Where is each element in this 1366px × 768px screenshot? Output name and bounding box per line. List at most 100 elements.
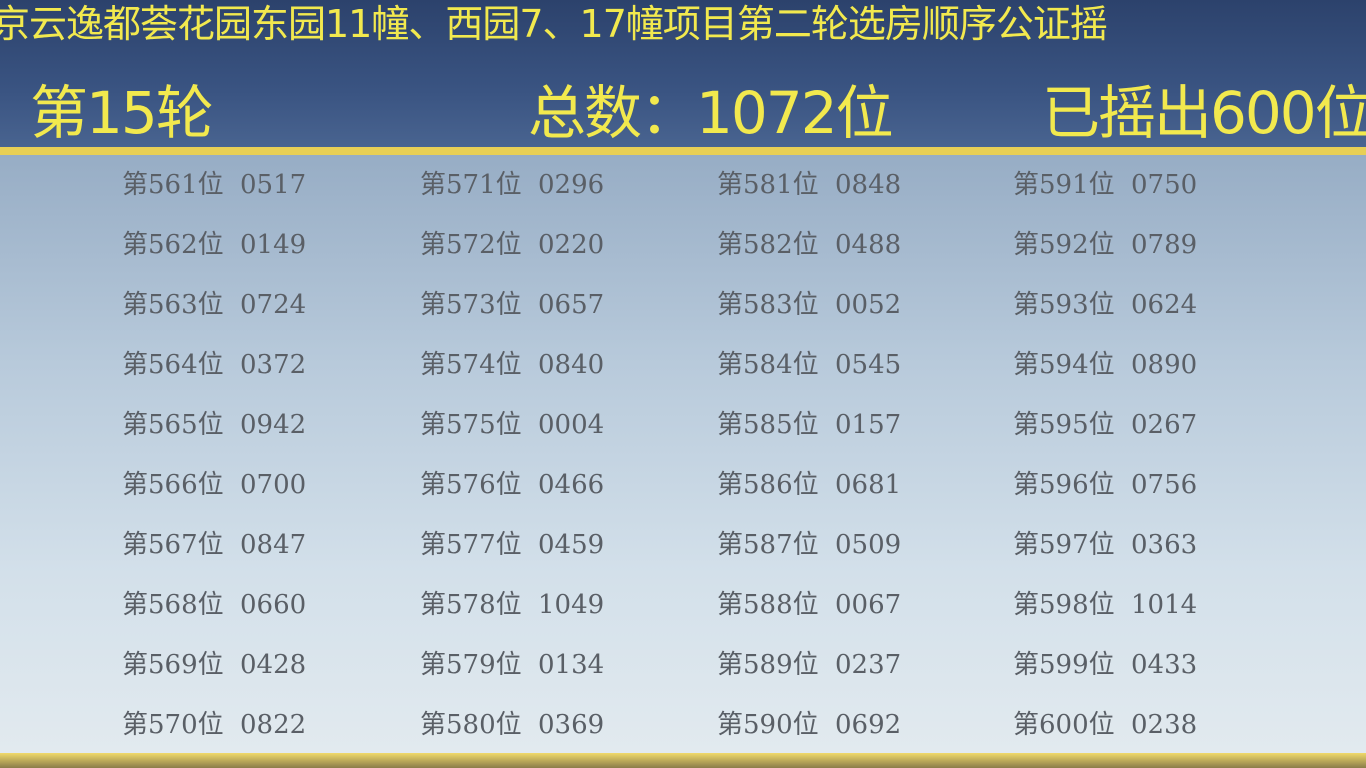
result-entry: 第565位 0942 — [122, 405, 306, 465]
applicant-code: 0459 — [538, 530, 605, 560]
applicant-code: 0466 — [538, 470, 605, 500]
applicant-code: 0660 — [240, 590, 307, 620]
applicant-code: 0372 — [240, 350, 307, 380]
draw-rank: 第583位 — [717, 290, 819, 320]
result-entry: 第574位 0840 — [420, 345, 604, 405]
draw-rank: 第577位 — [420, 530, 522, 560]
result-entry: 第600位 0238 — [1013, 705, 1197, 765]
draw-rank: 第579位 — [420, 650, 522, 680]
applicant-code: 0756 — [1131, 470, 1198, 500]
header-divider — [0, 147, 1366, 155]
result-entry: 第593位 0624 — [1013, 285, 1197, 345]
draw-rank: 第597位 — [1013, 530, 1115, 560]
result-entry: 第585位 0157 — [717, 405, 901, 465]
result-entry: 第598位 1014 — [1013, 585, 1197, 645]
draw-rank: 第566位 — [122, 470, 224, 500]
draw-rank: 第572位 — [420, 230, 522, 260]
results-column: 第561位 0517 第562位 0149 第563位 0724 第564位 0372 第565… — [122, 165, 306, 765]
result-entry: 第567位 0847 — [122, 525, 306, 585]
draw-rank: 第573位 — [420, 290, 522, 320]
draw-rank: 第584位 — [717, 350, 819, 380]
result-entry: 第592位 0789 — [1013, 225, 1197, 285]
result-entry: 第571位 0296 — [420, 165, 604, 225]
result-entry: 第575位 0004 — [420, 405, 604, 465]
footer-divider — [0, 753, 1366, 768]
applicant-code: 0750 — [1131, 170, 1198, 200]
result-entry: 第595位 0267 — [1013, 405, 1197, 465]
draw-rank: 第594位 — [1013, 350, 1115, 380]
draw-rank: 第592位 — [1013, 230, 1115, 260]
applicant-code: 0692 — [835, 710, 902, 740]
result-entry: 第587位 0509 — [717, 525, 901, 585]
draw-rank: 第593位 — [1013, 290, 1115, 320]
applicant-code: 1049 — [538, 590, 605, 620]
result-entry: 第578位 1049 — [420, 585, 604, 645]
results-column: 第581位 0848 第582位 0488 第583位 0052 第584位 0545 第585… — [717, 165, 901, 765]
results-column: 第591位 0750 第592位 0789 第593位 0624 第594位 0890 第595… — [1013, 165, 1197, 765]
draw-rank: 第563位 — [122, 290, 224, 320]
draw-rank: 第600位 — [1013, 710, 1115, 740]
applicant-code: 0428 — [240, 650, 307, 680]
results-panel — [0, 155, 1366, 753]
applicant-code: 0067 — [835, 590, 902, 620]
result-entry: 第570位 0822 — [122, 705, 306, 765]
result-entry: 第573位 0657 — [420, 285, 604, 345]
applicant-code: 1014 — [1131, 590, 1198, 620]
draw-rank: 第586位 — [717, 470, 819, 500]
result-entry: 第583位 0052 — [717, 285, 901, 345]
draw-rank: 第569位 — [122, 650, 224, 680]
applicant-code: 0369 — [538, 710, 605, 740]
result-entry: 第568位 0660 — [122, 585, 306, 645]
applicant-code: 0517 — [240, 170, 307, 200]
applicant-code: 0237 — [835, 650, 902, 680]
result-entry: 第599位 0433 — [1013, 645, 1197, 705]
round-label: 第15轮 — [30, 79, 214, 147]
applicant-code: 0004 — [538, 410, 605, 440]
applicant-code: 0296 — [538, 170, 605, 200]
draw-rank: 第575位 — [420, 410, 522, 440]
header-bar: 京云逸都荟花园东园11幢、西园7、17幢项目第二轮选房顺序公证摇 第15轮 总数… — [0, 0, 1366, 152]
applicant-code: 0700 — [240, 470, 307, 500]
result-entry: 第586位 0681 — [717, 465, 901, 525]
applicant-code: 0847 — [240, 530, 307, 560]
result-entry: 第584位 0545 — [717, 345, 901, 405]
applicant-code: 0545 — [835, 350, 902, 380]
draw-rank: 第564位 — [122, 350, 224, 380]
result-entry: 第580位 0369 — [420, 705, 604, 765]
result-entry: 第597位 0363 — [1013, 525, 1197, 585]
applicant-code: 0052 — [835, 290, 902, 320]
draw-rank: 第589位 — [717, 650, 819, 680]
draw-rank: 第581位 — [717, 170, 819, 200]
applicant-code: 0149 — [240, 230, 307, 260]
result-entry: 第564位 0372 — [122, 345, 306, 405]
draw-rank: 第590位 — [717, 710, 819, 740]
draw-rank: 第587位 — [717, 530, 819, 560]
result-entry: 第581位 0848 — [717, 165, 901, 225]
applicant-code: 0789 — [1131, 230, 1198, 260]
applicant-code: 0822 — [240, 710, 307, 740]
result-entry: 第569位 0428 — [122, 645, 306, 705]
applicant-code: 0624 — [1131, 290, 1198, 320]
draw-rank: 第561位 — [122, 170, 224, 200]
draw-rank: 第598位 — [1013, 590, 1115, 620]
draw-rank: 第574位 — [420, 350, 522, 380]
result-entry: 第572位 0220 — [420, 225, 604, 285]
applicant-code: 0267 — [1131, 410, 1198, 440]
applicant-code: 0681 — [835, 470, 902, 500]
draw-rank: 第570位 — [122, 710, 224, 740]
applicant-code: 0890 — [1131, 350, 1198, 380]
draw-rank: 第582位 — [717, 230, 819, 260]
draw-rank: 第571位 — [420, 170, 522, 200]
draw-rank: 第580位 — [420, 710, 522, 740]
applicant-code: 0134 — [538, 650, 605, 680]
results-column: 第571位 0296 第572位 0220 第573位 0657 第574位 0840 第575… — [420, 165, 604, 765]
result-entry: 第582位 0488 — [717, 225, 901, 285]
result-entry: 第588位 0067 — [717, 585, 901, 645]
applicant-code: 0657 — [538, 290, 605, 320]
draw-rank: 第562位 — [122, 230, 224, 260]
draw-rank: 第567位 — [122, 530, 224, 560]
result-entry: 第577位 0459 — [420, 525, 604, 585]
applicant-code: 0942 — [240, 410, 307, 440]
draw-rank: 第599位 — [1013, 650, 1115, 680]
result-entry: 第596位 0756 — [1013, 465, 1197, 525]
